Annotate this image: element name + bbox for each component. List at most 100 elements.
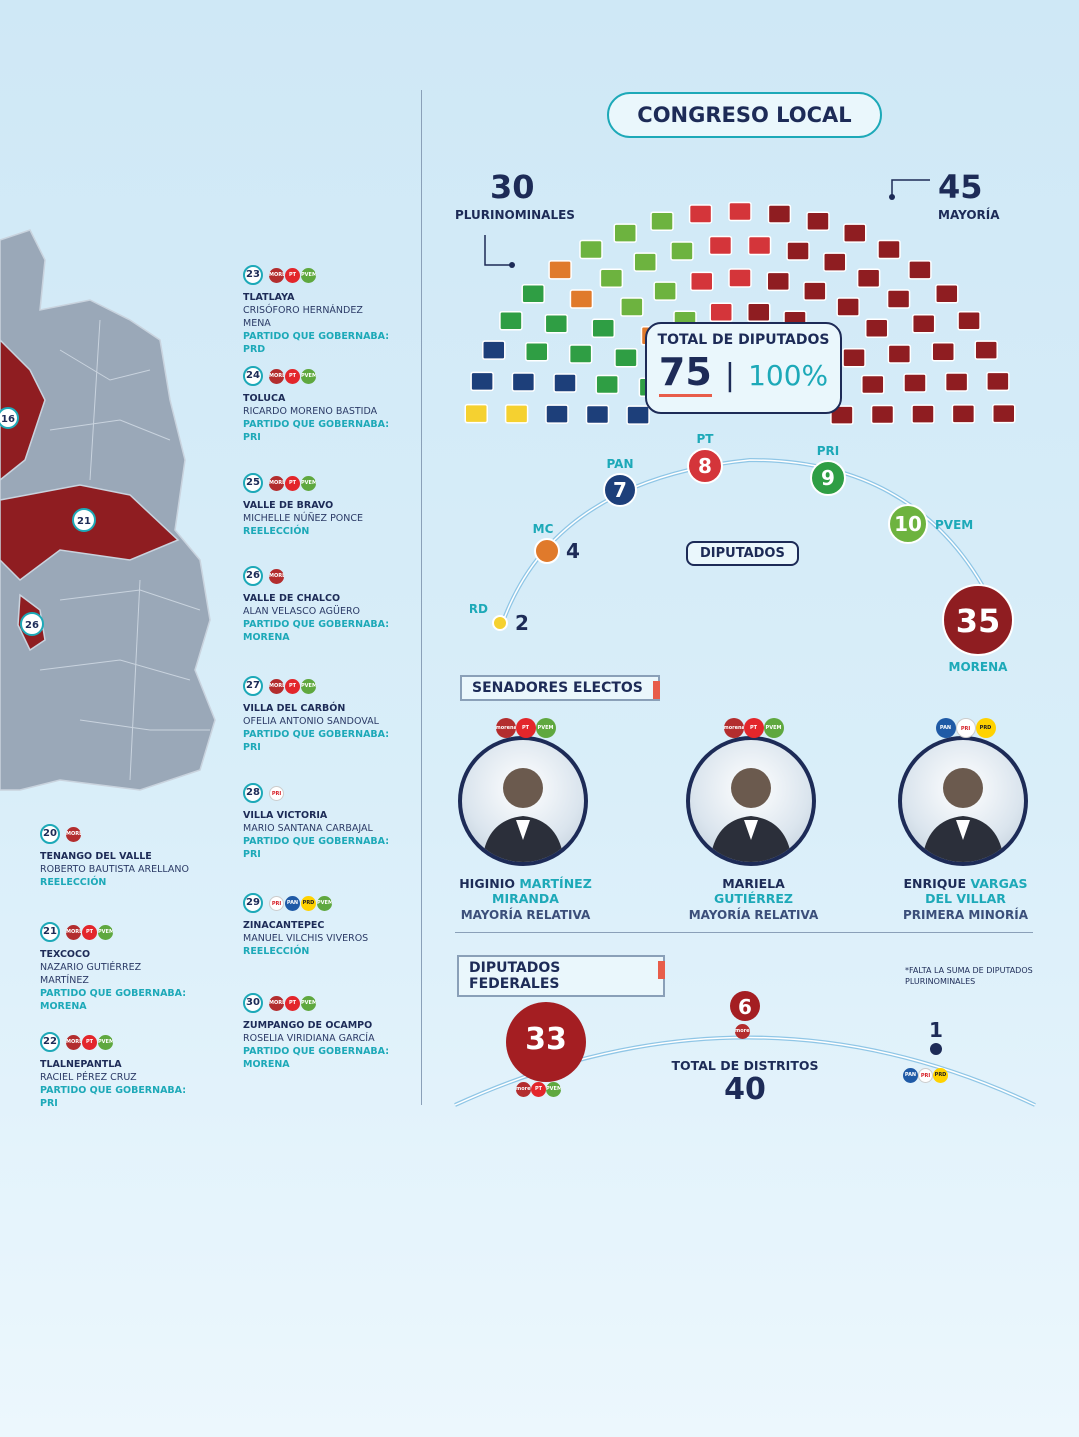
- morena-icon: morena: [269, 678, 284, 694]
- federal-arc: [454, 991, 1036, 1107]
- seat: [633, 252, 657, 272]
- district-number: 21: [40, 922, 60, 942]
- party-logos: morena: [269, 568, 284, 584]
- pvem-icon: PVEM: [301, 267, 316, 283]
- district-note: REELECCIÓN: [40, 877, 107, 888]
- congress-title: CONGRESO LOCAL: [607, 92, 882, 138]
- pri-icon: PRI: [269, 785, 284, 801]
- morena-icon: morena: [66, 1034, 81, 1050]
- district-number: 25: [243, 473, 263, 493]
- svg-text:16: 16: [1, 414, 15, 425]
- federal-group-6-circle: [730, 991, 760, 1021]
- senator-name: ENRIQUE VARGAS DEL VILLAR: [903, 876, 1028, 906]
- prd-icon: PRD: [301, 895, 316, 911]
- seat: [499, 311, 523, 331]
- seat: [823, 252, 847, 272]
- senator-type: MAYORÍA RELATIVA: [460, 908, 591, 922]
- district-person: NAZARIO GUTIÉRREZ MARTÍNEZ: [40, 962, 142, 986]
- seat: [689, 271, 714, 292]
- district-name: VILLA VICTORIA: [243, 810, 328, 821]
- seat: [992, 403, 1016, 424]
- seat: [591, 318, 616, 339]
- party-seats-prd: 2: [515, 611, 529, 635]
- federal-group-33-circle: [506, 1002, 586, 1082]
- senator-card: PAN PRI PRD ENRIQUE VARGAS DEL VILLAR PRIME…: [898, 718, 1033, 922]
- pt-icon: PT: [285, 267, 300, 283]
- pluri-label: PLURINOMINALES: [455, 208, 575, 222]
- morena-icon: morena: [66, 924, 81, 940]
- party-node-mc: [534, 538, 560, 564]
- seat: [553, 373, 577, 393]
- section-divider: [455, 932, 1033, 933]
- pvem-icon: PVEM: [301, 995, 316, 1011]
- pt-icon: PT: [515, 718, 536, 738]
- pri-icon: PRI: [269, 895, 284, 911]
- party-node-morena: [942, 584, 1014, 656]
- district-name: TLALNEPANTLA: [40, 1059, 122, 1070]
- pvem-icon: PVEM: [301, 368, 316, 384]
- morena-icon: morena: [269, 568, 284, 584]
- pluri-number: 30: [490, 168, 535, 206]
- seat: [935, 284, 959, 304]
- federal-group-6: 6: [738, 995, 752, 1019]
- federal-group-1-dot: [930, 1043, 942, 1055]
- pri-icon: PRI: [955, 718, 976, 738]
- total-percent: 100%: [748, 359, 829, 392]
- total-diputados-box: TOTAL DE DIPUTADOS 75 | 100%: [645, 322, 842, 414]
- party-label-prd: PRD: [470, 602, 488, 616]
- district-name: TENANGO DEL VALLE: [40, 851, 152, 862]
- party-logos: PRI PAN PRD PVEM: [269, 895, 332, 911]
- seat: [545, 404, 569, 424]
- seat: [974, 340, 998, 360]
- district-person: MANUEL VILCHIS VIVEROS: [243, 933, 369, 944]
- party-node-pt: [687, 448, 723, 484]
- senator-name: HIGINIO MARTÍNEZ MIRANDA: [459, 876, 592, 906]
- prd-icon: PRD: [975, 718, 996, 738]
- federal-group-33: 33: [525, 1022, 567, 1057]
- diputados-label: DIPUTADOS: [686, 541, 799, 566]
- seat: [709, 302, 733, 323]
- party-seats-pt: 8: [698, 454, 712, 478]
- seat: [728, 201, 752, 222]
- pt-icon: PT: [285, 995, 300, 1011]
- district-number: 20: [40, 824, 60, 844]
- senator-photo: [458, 736, 588, 866]
- seat: [877, 239, 901, 260]
- total-label: TOTAL DE DIPUTADOS: [657, 332, 830, 348]
- seat: [766, 271, 791, 292]
- morena-icon: morena: [735, 1024, 750, 1039]
- seat: [548, 260, 572, 280]
- district-number: 27: [243, 676, 263, 696]
- seat: [842, 347, 866, 368]
- party-seats-mc: 4: [566, 539, 580, 563]
- pvem-icon: PVEM: [763, 718, 784, 738]
- district-name: VALLE DE CHALCO: [243, 593, 341, 604]
- district-20: 20 morena TENANGO DEL VALLE ROBERTO BAUTI…: [40, 824, 190, 889]
- coalition-logos: morena PT PVEM: [686, 718, 821, 742]
- party-node-pri: [810, 460, 846, 496]
- seat: [728, 268, 752, 288]
- seat: [803, 281, 827, 301]
- seat: [908, 260, 932, 280]
- district-person: MICHELLE NÚÑEZ PONCE: [243, 513, 364, 524]
- party-node-pvem: [888, 504, 928, 544]
- seat: [626, 405, 650, 425]
- seat: [767, 204, 792, 224]
- seat: [986, 371, 1010, 392]
- senator-card: morena PT PVEM MARIELA GUTIÉRREZ MAYORÍA R…: [686, 718, 821, 922]
- pri-icon: PRI: [918, 1068, 933, 1083]
- pan-icon: PAN: [935, 718, 956, 738]
- party-label-pri: PRI: [817, 444, 840, 458]
- pan-icon: PAN: [903, 1068, 918, 1083]
- seat: [620, 297, 644, 317]
- seat: [747, 235, 772, 256]
- district-number: 22: [40, 1032, 60, 1052]
- district-number: 24: [243, 366, 263, 386]
- seat: [957, 311, 981, 331]
- district-number: 23: [243, 265, 263, 285]
